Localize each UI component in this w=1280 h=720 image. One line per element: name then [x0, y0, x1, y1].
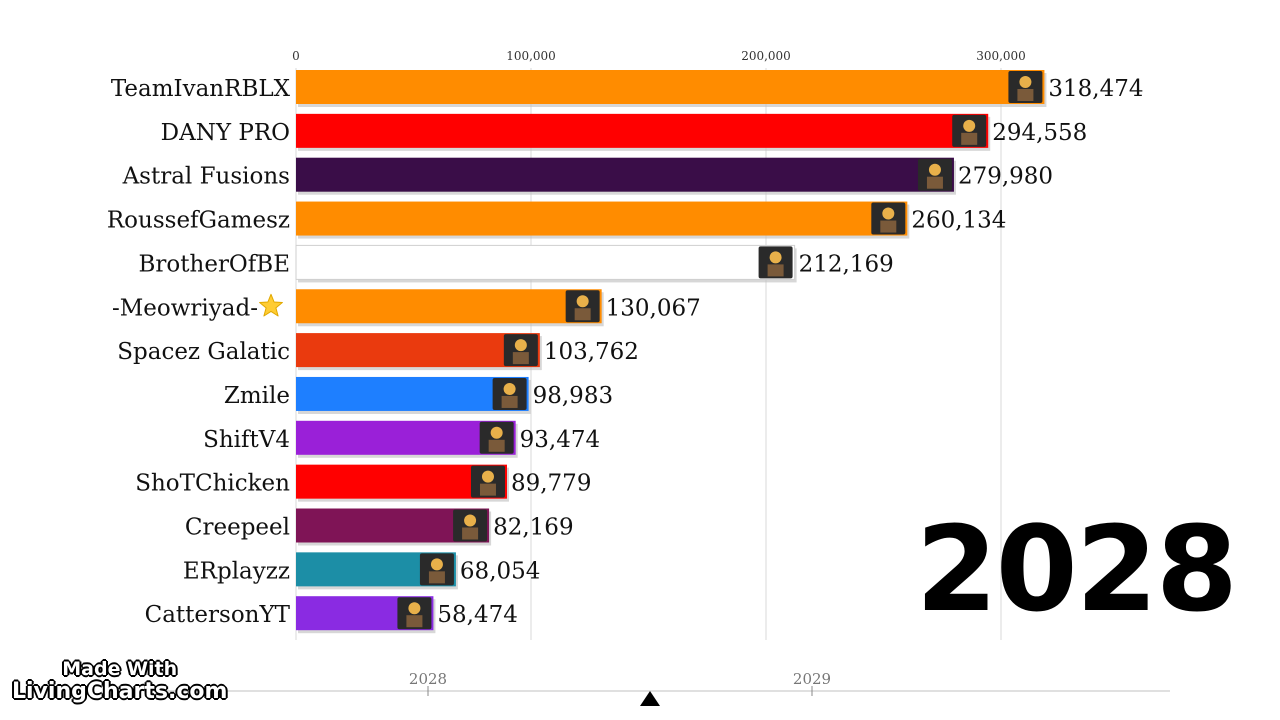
category-label: Zmile — [224, 383, 290, 409]
value-label: 279,980 — [958, 164, 1053, 190]
category-label: Astral Fusions — [122, 164, 290, 190]
avatar-icon — [503, 334, 538, 367]
star-icon — [259, 293, 283, 317]
x-axis-ticks: 0 100,000 200,000 300,000 — [292, 49, 1026, 63]
category-label: Creepeel — [185, 515, 290, 541]
bar — [296, 113, 989, 148]
value-label: 93,474 — [520, 427, 600, 453]
category-label: CattersonYT — [145, 602, 291, 628]
value-label: 318,474 — [1048, 76, 1143, 102]
avatar-icon — [479, 421, 514, 454]
value-label: 103,762 — [544, 339, 639, 365]
avatar-icon — [419, 553, 454, 586]
category-label: Spacez Galatic — [117, 339, 290, 365]
x-tick-label: 100,000 — [506, 49, 556, 63]
bars: TeamIvanRBLX 318,474 DANY PRO 294,558 Astral… — [107, 70, 1144, 634]
brand-line-2: LivingCharts.com — [12, 678, 228, 704]
value-label: 294,558 — [992, 120, 1087, 146]
value-label: 130,067 — [606, 295, 701, 321]
current-year-label: 2028 — [915, 500, 1238, 638]
brand-line-1: Made With — [62, 658, 178, 680]
bar — [295, 244, 796, 280]
avatar-icon — [565, 290, 600, 323]
bar — [296, 289, 602, 324]
value-label: 260,134 — [911, 208, 1006, 234]
category-label: -Meowriyad- — [112, 295, 258, 321]
bar — [296, 420, 516, 455]
timeline-year-label: 2028 — [409, 670, 447, 688]
avatar-icon — [492, 377, 527, 410]
category-label: ERplayzz — [183, 558, 290, 584]
avatar-icon — [871, 202, 906, 235]
avatar-icon — [453, 509, 488, 542]
category-label: RoussefGamesz — [107, 208, 290, 234]
timeline-year-label: 2029 — [793, 670, 831, 688]
bar — [296, 70, 1045, 104]
avatar-icon — [470, 465, 505, 498]
category-label: ShiftV4 — [203, 427, 290, 453]
timeline: 2028 2029 — [160, 670, 1170, 706]
brand-watermark: Made With LivingCharts.com — [12, 658, 228, 704]
bar — [296, 333, 540, 368]
value-label: 68,054 — [460, 558, 540, 584]
category-label: DANY PRO — [161, 120, 290, 146]
bar — [296, 157, 954, 192]
value-label: 212,169 — [799, 251, 894, 277]
avatar-icon — [758, 246, 793, 279]
avatar-icon — [952, 114, 987, 147]
value-label: 58,474 — [437, 602, 517, 628]
x-tick-label: 200,000 — [741, 49, 791, 63]
value-label: 98,983 — [533, 383, 613, 409]
bar — [296, 201, 908, 236]
category-label: BrotherOfBE — [139, 251, 290, 277]
x-tick-label: 0 — [292, 49, 300, 63]
avatar-icon — [1008, 71, 1043, 103]
x-tick-label: 300,000 — [976, 49, 1026, 63]
category-label: TeamIvanRBLX — [111, 76, 291, 102]
triangle-marker-icon[interactable] — [640, 691, 660, 706]
avatar-icon — [917, 158, 952, 191]
avatar-icon — [397, 597, 432, 630]
value-label: 89,779 — [511, 471, 591, 497]
bar — [296, 376, 529, 411]
value-label: 82,169 — [493, 515, 573, 541]
category-label: ShoTChicken — [135, 471, 290, 497]
